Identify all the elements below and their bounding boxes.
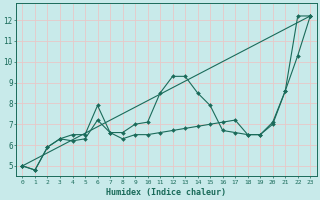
- X-axis label: Humidex (Indice chaleur): Humidex (Indice chaleur): [106, 188, 226, 197]
